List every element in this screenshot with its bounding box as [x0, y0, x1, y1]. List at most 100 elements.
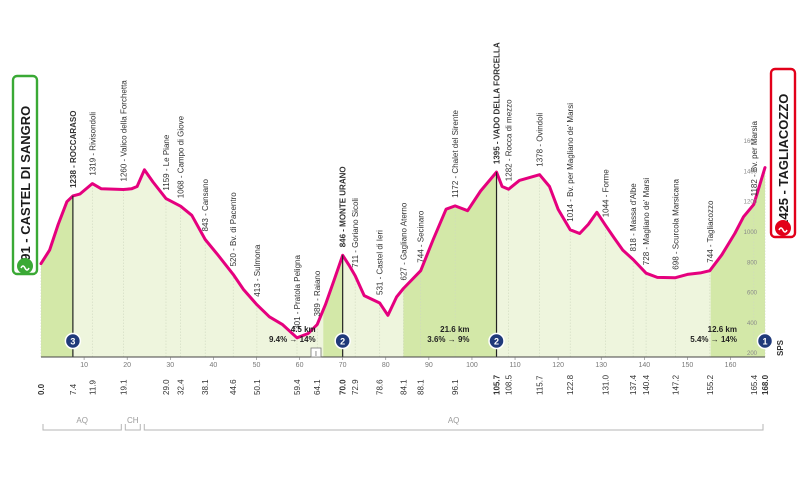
place-label-18: 1378 - Ovindoli [536, 113, 545, 167]
finish-label: 1425 - TAGLIACOZZO [776, 94, 791, 227]
alt-tick-label-2: 600 [747, 291, 758, 297]
place-label-12: 531 - Castel di Ieri [376, 230, 385, 295]
climb-markers: 3 2 4.5 km9.4% → 14% 2 21.6 km3.6% → 9% 1 12.6… [64, 325, 774, 350]
place-label-11: 711 - Goriano Sicoli [351, 198, 360, 268]
climb-category-icon-3 [756, 332, 774, 350]
climb-category-icon-2 [488, 332, 505, 350]
alt-tick-label-1: 400 [747, 321, 758, 327]
scale-tick-label-4: 50 [253, 362, 261, 369]
alt-tick-label-5: 1200 [744, 200, 758, 206]
scale-tick-label-2: 30 [166, 362, 174, 369]
place-label-9: 389 - Raiano [313, 270, 322, 316]
region-label-1: CH [127, 416, 139, 425]
place-label-1: 1319 - Rivisondoli [88, 112, 97, 176]
km-tick-label-15: 88.1 [417, 379, 426, 395]
km-tick-label-12: 72.9 [351, 379, 360, 395]
km-tick-label-9: 59.4 [293, 379, 302, 395]
km-tick-label-13: 78.6 [376, 379, 385, 395]
place-label-21: 818 - Massa d'Albe [629, 183, 638, 252]
profile-line [39, 166, 767, 340]
km-tick-label-20: 122.8 [566, 374, 575, 395]
region-bracket-2 [143, 424, 764, 431]
region-label-2: AQ [448, 416, 460, 425]
km-tick-label-1: 7.4 [69, 383, 78, 395]
altitude-scale: 200 400 600 800 1000 1200 1400 1600 [744, 139, 758, 357]
start-label: 791 - CASTEL DI SANGRO [18, 106, 33, 268]
scale-tick-label-7: 80 [382, 362, 390, 369]
km-tick-label-24: 147.2 [671, 374, 680, 395]
alt-tick-label-7: 1600 [744, 139, 758, 145]
place-label-3: 1159 - Le Piane [162, 134, 171, 190]
climb-area-1 [323, 255, 343, 357]
climb-length-2: 21.6 km [440, 325, 469, 334]
start-flag-icon [17, 258, 33, 274]
sprint-label: SPS [776, 339, 785, 356]
km-tick-label-6: 38.1 [201, 379, 210, 395]
scale-tick-label-1: 20 [123, 362, 131, 369]
place-label-17: 1282 - Rocca di mezzo [505, 99, 514, 181]
km-tick-label-2: 11.9 [88, 379, 97, 395]
climb-length-3: 12.6 km [708, 325, 737, 334]
climb-area-3 [710, 167, 765, 357]
place-label-15: 1172 - Chalet del Sirente [451, 109, 460, 197]
km-tick-label-10: 64.1 [313, 379, 322, 395]
sprint-marker: I [310, 347, 322, 358]
start-badge: 791 - CASTEL DI SANGRO [11, 74, 39, 276]
scale-tick-label-10: 110 [509, 362, 520, 369]
km-tick-label-23: 140.4 [642, 374, 651, 395]
km-tick-label-4: 29.0 [162, 379, 171, 395]
place-label-8: 301 - Pratola Peligna [293, 255, 302, 330]
region-bar: AQ CH AQ [42, 416, 764, 431]
alt-tick-label-0: 200 [747, 351, 758, 357]
scale-tick-label-5: 60 [296, 362, 304, 369]
profile-fill-group [41, 167, 765, 357]
climb-gradient-3: 5.4% → 14% [690, 335, 737, 344]
sprint-marker-symbol: I [315, 351, 317, 358]
place-labels: 1238 - ROCCARASO 1319 - Rivisondoli 1260 -… [69, 42, 759, 330]
scale-tick-label-9: 100 [466, 362, 478, 369]
km-tick-label-22: 137.4 [629, 374, 638, 395]
place-label-7: 413 - Sulmona [253, 244, 262, 297]
km-tick-label-26: 165.4 [750, 374, 759, 395]
scale-tick-label-14: 150 [682, 362, 694, 369]
climb-category-2: 2 [494, 337, 499, 347]
finish-flag-icon [775, 220, 791, 236]
climb-category-icon-1 [334, 332, 351, 350]
region-label-0: AQ [76, 416, 88, 425]
alt-tick-label-6: 1400 [744, 169, 758, 175]
km-tick-label-19: 115.7 [536, 375, 545, 395]
place-label-22: 728 - Magliano de' Marsi [642, 178, 651, 266]
climb-category-3: 1 [762, 337, 767, 347]
km-tick-label-18: 108.5 [505, 374, 514, 395]
climb-length-1: 4.5 km [291, 325, 316, 334]
scale-tick-label-13: 140 [638, 362, 650, 369]
km-tick-label-21: 131.0 [602, 374, 611, 395]
km-tick-label-3: 19.1 [119, 379, 128, 395]
alt-tick-label-4: 1000 [744, 230, 758, 236]
km-tick-label-7: 44.6 [229, 379, 238, 395]
climb-gradient-1: 9.4% → 14% [269, 335, 316, 344]
climb-category-icon-0 [64, 332, 82, 350]
place-label-23: 698 - Scurcola Marsicana [671, 178, 680, 269]
place-label-16: 1395 - VADO DELLA FORCELLA [493, 42, 502, 164]
place-label-13: 627 - Gagliano Aterno [399, 202, 408, 280]
place-label-0: 1238 - ROCCARASO [69, 111, 78, 188]
place-label-14: 744 - Secinaro [417, 210, 426, 263]
climb-category-0: 3 [70, 337, 75, 347]
profile-area-light [41, 167, 765, 357]
scale-tick-label-6: 70 [339, 362, 347, 369]
km-tick-label-27: 168.0 [761, 374, 770, 395]
km-tick-label-14: 84.1 [399, 379, 408, 395]
scale-tick-label-0: 10 [80, 362, 88, 369]
place-label-10: 846 - MONTE URANO [339, 166, 348, 247]
km-tick-label-11: 70.0 [339, 379, 348, 395]
place-label-24: 744 - Tagliacozzo [706, 200, 715, 263]
alt-tick-label-3: 800 [747, 260, 758, 266]
climb-area-2 [403, 172, 497, 357]
km-tick-label-16: 96.1 [451, 379, 460, 395]
km-tick-label-25: 155.2 [706, 374, 715, 395]
region-bracket-1 [124, 424, 141, 431]
place-label-25: 1182 - Bv. per Marsia [750, 121, 759, 197]
